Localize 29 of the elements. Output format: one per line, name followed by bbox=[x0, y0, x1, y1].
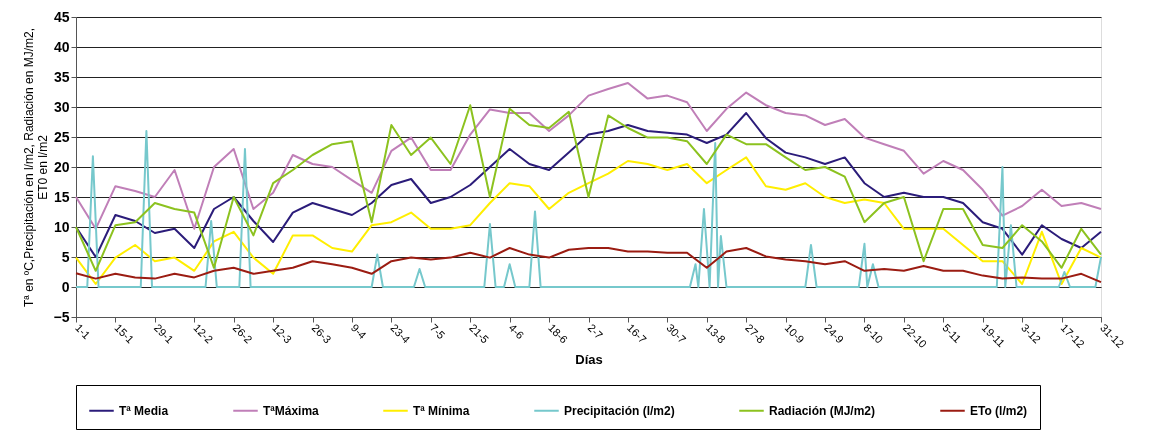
y-tick-label: 30 bbox=[53, 98, 70, 115]
x-tick-label: 12-3 bbox=[270, 321, 295, 346]
legend-label: Tª Mínima bbox=[413, 403, 470, 418]
x-tick-label: 7-5 bbox=[427, 321, 448, 342]
y-tick-label: 15 bbox=[53, 188, 70, 205]
legend-label: Radiación (MJ/m2) bbox=[769, 403, 876, 418]
x-tick-label: 16-7 bbox=[624, 321, 649, 346]
legend-label: ETo (l/m2) bbox=[970, 403, 1028, 418]
y-tick-label: 5 bbox=[61, 248, 70, 265]
y-tick-label: −5 bbox=[53, 308, 70, 325]
y-axis-title: Tª en ºC,Precipitación en l/m2, Radiación en MJ/m2, ET0 en l/m2 bbox=[21, 28, 50, 307]
y-tick-label: 25 bbox=[53, 128, 70, 145]
y-tick-label: 45 bbox=[53, 8, 70, 25]
legend-label: Tª Media bbox=[119, 403, 169, 418]
x-tick-label: 18-6 bbox=[546, 321, 571, 346]
x-tick-label: 9-4 bbox=[348, 321, 369, 342]
legend-label: Precipitación (l/m2) bbox=[564, 403, 675, 418]
y-tick-label: 40 bbox=[53, 38, 70, 55]
x-tick-label: 30-7 bbox=[664, 321, 689, 346]
y-tick-label: 10 bbox=[53, 218, 70, 235]
x-tick-label: 1-1 bbox=[72, 321, 93, 342]
x-tick-label: 13-8 bbox=[703, 321, 728, 346]
x-tick-label: 4-6 bbox=[506, 321, 527, 342]
legend-label: TªMáxima bbox=[263, 403, 320, 418]
y-tick-label: 35 bbox=[53, 68, 70, 85]
x-tick-label: 2-7 bbox=[585, 321, 606, 342]
x-axis-title: Días bbox=[575, 351, 603, 367]
y-tick-label: 0 bbox=[61, 278, 70, 295]
y-tick-label: 20 bbox=[53, 158, 70, 175]
